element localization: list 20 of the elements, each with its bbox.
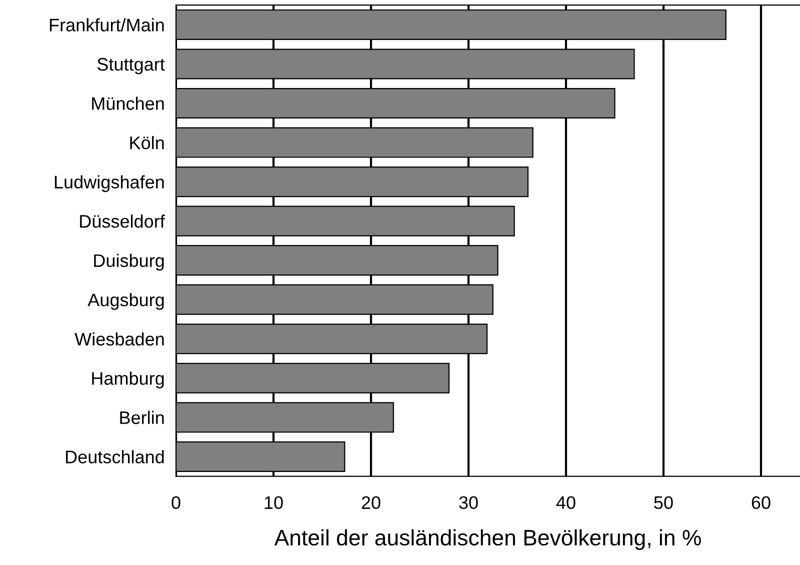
x-axis-title: Anteil der ausländischen Bevölkerung, in % [274, 529, 701, 550]
x-tick-label: 20 [362, 496, 380, 509]
y-tick-label: Duisburg [94, 254, 164, 271]
y-tick-label: Düsseldorf [80, 214, 165, 228]
x-tick-label: 30 [459, 496, 478, 509]
x-tick-label: 50 [654, 496, 673, 509]
x-tick-label: 0 [172, 496, 180, 509]
x-tick-label: 60 [752, 496, 770, 509]
y-tick-label: Wiesbaden [74, 332, 164, 346]
y-tick-label: Augsburg [88, 293, 164, 310]
y-tick-label: Hamburg [92, 372, 164, 388]
y-tick-label: Stuttgart [97, 58, 165, 74]
x-tick-label: 40 [556, 496, 576, 509]
y-tick-label: München [92, 96, 164, 110]
y-tick-label: Berlin [120, 410, 164, 424]
y-tick-label: Deutschland [66, 450, 164, 464]
y-tick-label: Köln [130, 136, 164, 150]
x-tick-label: 10 [264, 496, 283, 509]
y-tick-label: Frankfurt/Main [50, 18, 164, 32]
y-tick-label: Ludwigshafen [54, 175, 164, 192]
